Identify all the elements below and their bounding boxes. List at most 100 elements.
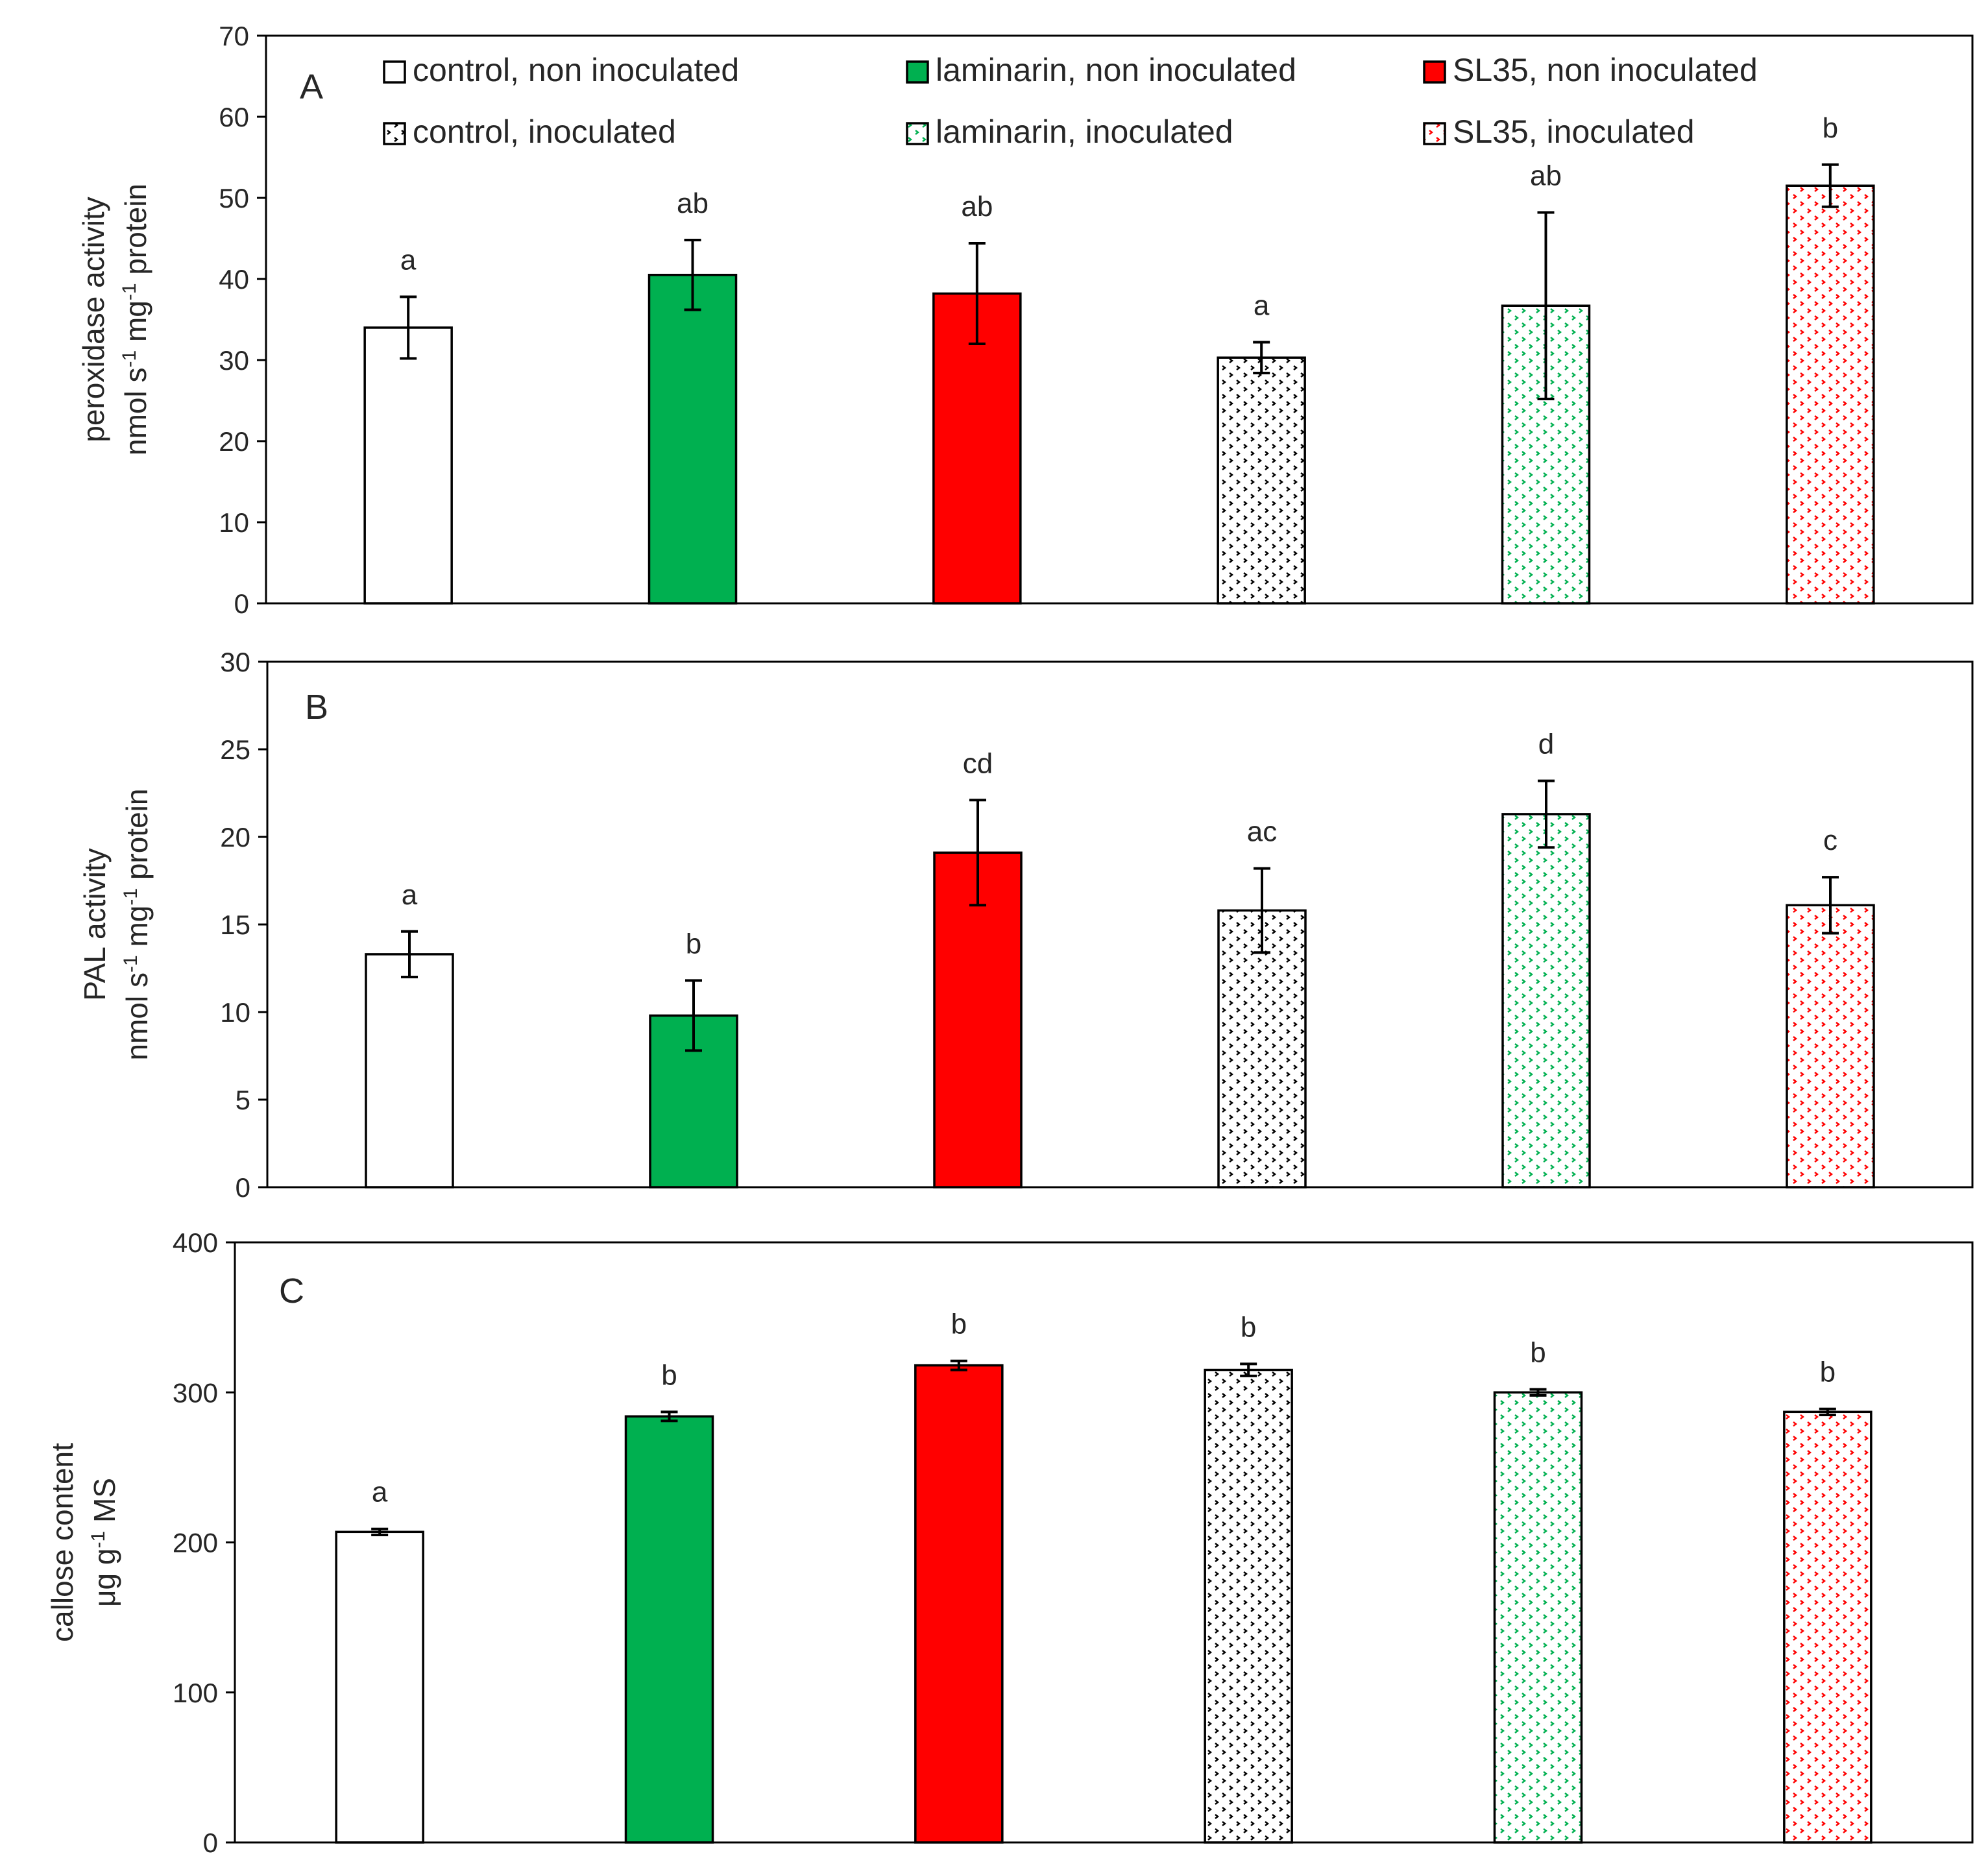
bar-c-1 <box>335 1530 424 1844</box>
significance-label: b <box>1820 1357 1836 1388</box>
significance-label: b <box>1530 1337 1546 1369</box>
significance-label: b <box>1241 1311 1256 1343</box>
significance-label: b <box>661 1359 677 1391</box>
y-tick-label: 30 <box>219 345 249 376</box>
error-bar <box>1538 779 1555 849</box>
legend-label: control, non inoculated <box>413 52 739 88</box>
y-tick-label: 0 <box>234 588 249 619</box>
significance-label: b <box>1823 112 1838 144</box>
bar-b-1 <box>365 953 454 1189</box>
y-tick-label: 30 <box>220 647 250 677</box>
significance-label: b <box>686 928 701 960</box>
significance-label: a <box>402 879 418 911</box>
panel-letter: C <box>279 1272 304 1310</box>
error-bar <box>950 1359 967 1371</box>
bar-a-2 <box>648 274 738 605</box>
significance-label: c <box>1823 825 1837 856</box>
y-tick-label: 70 <box>219 21 249 51</box>
plot-frame <box>266 660 1974 1189</box>
error-bar <box>685 979 702 1052</box>
error-bar <box>684 239 701 311</box>
y-axis-label: peroxidase activity <box>77 197 110 442</box>
legend-label: laminarin, inoculated <box>936 114 1233 150</box>
error-bar <box>401 930 418 978</box>
legend-swatch <box>906 122 929 145</box>
significance-label: ab <box>1530 160 1562 192</box>
error-bar <box>1537 211 1555 400</box>
y-axis-unit: nmol s-1 mg-1 protein <box>119 184 153 455</box>
significance-label: a <box>372 1477 388 1508</box>
plot-frame <box>234 1241 1974 1844</box>
error-bar <box>371 1527 389 1536</box>
y-tick-label: 25 <box>220 734 250 765</box>
error-bar <box>1822 876 1839 935</box>
legend-swatch <box>1423 122 1446 145</box>
y-axis-label: PAL activity <box>78 848 112 1000</box>
legend-swatch <box>906 60 929 84</box>
y-axis-label: callose content <box>45 1443 79 1642</box>
y-tick-label: 20 <box>220 822 250 852</box>
y-tick-label: 300 <box>173 1377 218 1408</box>
significance-label: ab <box>677 187 709 219</box>
legend-swatch <box>1423 60 1446 84</box>
bar-a-4 <box>1217 356 1306 605</box>
significance-label: d <box>1538 729 1554 760</box>
y-tick-label: 10 <box>219 507 249 538</box>
legend-swatch <box>383 122 406 145</box>
legend-item: SL35, non inoculated <box>1423 52 1758 88</box>
legend-label: laminarin, non inoculated <box>936 52 1296 88</box>
error-bar <box>969 799 986 907</box>
legend-label: control, inoculated <box>413 114 676 150</box>
y-tick-label: 5 <box>236 1085 250 1115</box>
significance-label: b <box>951 1309 967 1340</box>
y-axis-unit: nmol s-1 mg-1 protein <box>120 789 154 1061</box>
y-tick-label: 50 <box>219 183 249 213</box>
bar-a-1 <box>363 326 453 605</box>
significance-label: cd <box>963 747 993 779</box>
y-tick-label: 200 <box>173 1528 218 1558</box>
legend-item: control, non inoculated <box>383 52 739 88</box>
legend: control, non inoculated laminarin, non in… <box>383 52 1758 150</box>
y-tick-label: 400 <box>173 1227 218 1258</box>
bar-c-4 <box>1204 1368 1293 1844</box>
bar-a-3 <box>932 292 1022 605</box>
bar-b-3 <box>933 851 1023 1189</box>
bar-c-6 <box>1783 1410 1873 1844</box>
plot-frame <box>265 34 1974 605</box>
error-bar <box>661 1410 678 1423</box>
y-tick-label: 40 <box>219 264 249 295</box>
error-bar <box>400 295 417 360</box>
error-bar <box>1821 163 1839 208</box>
y-axis-unit: μg g-1 MS <box>88 1478 122 1607</box>
significance-label: ab <box>961 191 993 223</box>
error-bar <box>1240 1362 1257 1377</box>
significance-label: a <box>1254 290 1270 322</box>
y-tick-label: 20 <box>219 426 249 457</box>
legend-item: laminarin, inoculated <box>906 114 1233 150</box>
legend-swatch <box>383 60 406 84</box>
panel-letter: B <box>305 688 328 727</box>
bar-c-3 <box>914 1364 1004 1844</box>
bar-a-6 <box>1786 184 1875 605</box>
legend-item: laminarin, non inoculated <box>906 52 1296 88</box>
legend-label: SL35, non inoculated <box>1453 52 1758 88</box>
bar-b-6 <box>1786 904 1875 1189</box>
bar-c-2 <box>624 1415 714 1844</box>
y-tick-label: 0 <box>203 1828 218 1858</box>
error-bar <box>1254 867 1270 954</box>
y-tick-label: 60 <box>219 102 249 132</box>
y-tick-label: 15 <box>220 910 250 940</box>
significance-label: a <box>400 245 417 276</box>
y-tick-label: 100 <box>173 1678 218 1708</box>
bar-b-5 <box>1501 813 1591 1189</box>
legend-item: SL35, inoculated <box>1423 114 1695 150</box>
error-bar <box>1819 1407 1836 1416</box>
error-bar <box>1253 341 1270 374</box>
legend-label: SL35, inoculated <box>1453 114 1695 150</box>
y-tick-label: 0 <box>236 1172 250 1203</box>
y-tick-label: 10 <box>220 997 250 1028</box>
